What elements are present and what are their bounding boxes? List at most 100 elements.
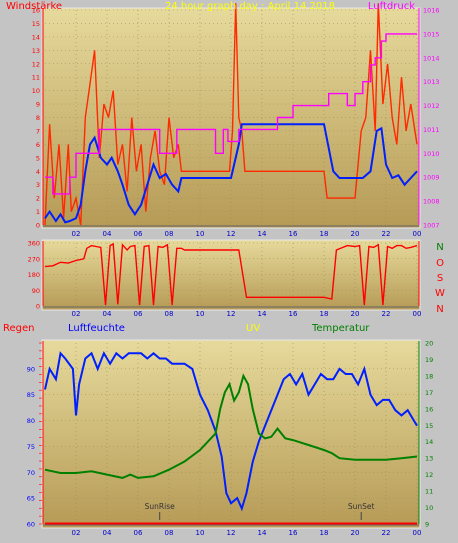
x-tick-label: 20 bbox=[351, 230, 360, 238]
chart-title: 24 hour graph day : April 14 2018 bbox=[165, 1, 335, 12]
x-tick-label: 02 bbox=[72, 230, 81, 238]
x-tick-label: 22 bbox=[382, 230, 391, 238]
compass-label: W bbox=[435, 288, 445, 299]
y-tick-left: 1 bbox=[36, 208, 40, 216]
y-tick-right: 1009 bbox=[423, 174, 440, 182]
mean-series bbox=[44, 123, 418, 224]
y-tick-left: 65 bbox=[27, 495, 35, 503]
y-tick-left: 13 bbox=[32, 47, 40, 55]
compass-label: O bbox=[436, 258, 444, 269]
y-tick-right: 20 bbox=[425, 340, 433, 348]
x-tick-label: 12 bbox=[227, 529, 236, 537]
y-tick-right: 19 bbox=[425, 356, 433, 364]
y-tick-left: 180 bbox=[28, 271, 40, 279]
y-tick-left: 3 bbox=[36, 181, 40, 189]
x-tick-label: 06 bbox=[134, 230, 143, 238]
y-tick-right: 1011 bbox=[423, 126, 440, 134]
wind-direction-series bbox=[44, 242, 418, 306]
x-tick-label: 02 bbox=[72, 529, 81, 537]
x-tick-label: 14 bbox=[258, 529, 267, 537]
y-tick-right: 1010 bbox=[423, 150, 440, 158]
y-tick-right: 9 bbox=[425, 521, 429, 529]
x-tick-label: 08 bbox=[165, 529, 174, 537]
series-label: Temperatur bbox=[311, 323, 370, 334]
x-tick-label: 10 bbox=[196, 529, 205, 537]
x-tick-label: 04 bbox=[103, 529, 112, 537]
y-tick-right: 1013 bbox=[423, 78, 440, 86]
y-tick-left: 10 bbox=[32, 87, 40, 95]
y-tick-right: 1015 bbox=[423, 30, 440, 38]
x-tick-label: 18 bbox=[320, 529, 329, 537]
y-tick-right: 18 bbox=[425, 372, 433, 380]
pressure-series bbox=[45, 33, 417, 195]
y-tick-left: 2 bbox=[36, 195, 40, 203]
luftfeuchte-series bbox=[44, 351, 418, 512]
x-tick-label: 12 bbox=[227, 230, 236, 238]
x-tick-label: 14 bbox=[258, 310, 267, 318]
x-tick-label: 16 bbox=[289, 230, 298, 238]
y-tick-left: 14 bbox=[32, 33, 40, 41]
y-tick-right: 12 bbox=[425, 471, 433, 479]
y-tick-left: 9 bbox=[36, 101, 40, 109]
y-tick-right: 14 bbox=[425, 438, 433, 446]
y-tick-left: 75 bbox=[27, 443, 35, 451]
y-tick-left: 0 bbox=[36, 303, 40, 311]
x-tick-label: 04 bbox=[103, 310, 112, 318]
x-tick-label: 00 bbox=[413, 310, 422, 318]
compass-label: S bbox=[437, 273, 443, 284]
x-tick-label: 06 bbox=[134, 310, 143, 318]
windstaerke-label: Windstärke bbox=[6, 1, 62, 12]
x-tick-label: 10 bbox=[196, 230, 205, 238]
x-tick-label: 22 bbox=[382, 529, 391, 537]
x-tick-label: 16 bbox=[289, 310, 298, 318]
series-label: UV bbox=[246, 323, 260, 334]
y-tick-left: 60 bbox=[27, 521, 35, 529]
x-tick-label: 00 bbox=[413, 230, 422, 238]
y-tick-left: 0 bbox=[36, 222, 40, 230]
y-tick-left: 80 bbox=[27, 417, 35, 425]
x-tick-label: 18 bbox=[320, 230, 329, 238]
x-tick-label: 20 bbox=[351, 310, 360, 318]
y-tick-left: 7 bbox=[36, 127, 40, 135]
y-tick-left: 90 bbox=[27, 365, 35, 373]
y-tick-left: 4 bbox=[36, 168, 40, 176]
y-tick-left: 90 bbox=[32, 287, 40, 295]
regen-label: Regen bbox=[3, 323, 35, 334]
y-tick-left: 6 bbox=[36, 141, 40, 149]
y-tick-left: 85 bbox=[27, 391, 35, 399]
series-label: Luftfeuchte bbox=[68, 323, 125, 334]
y-tick-left: 12 bbox=[32, 60, 40, 68]
sun-annotation: SunRise bbox=[145, 502, 175, 511]
x-tick-label: 08 bbox=[165, 230, 174, 238]
y-tick-left: 70 bbox=[27, 469, 35, 477]
y-tick-right: 1014 bbox=[423, 54, 440, 62]
x-tick-label: 06 bbox=[134, 529, 143, 537]
x-tick-label: 00 bbox=[413, 529, 422, 537]
y-tick-right: 1008 bbox=[423, 198, 440, 206]
luftdruck-label: Luftdruck bbox=[368, 1, 415, 12]
x-tick-label: 14 bbox=[258, 230, 267, 238]
x-tick-label: 02 bbox=[72, 310, 81, 318]
x-tick-label: 22 bbox=[382, 310, 391, 318]
x-tick-label: 18 bbox=[320, 310, 329, 318]
y-tick-right: 16 bbox=[425, 405, 433, 413]
y-tick-right: 1007 bbox=[423, 222, 440, 230]
compass-label: N bbox=[436, 304, 443, 315]
y-tick-right: 1016 bbox=[423, 7, 440, 15]
y-tick-left: 5 bbox=[36, 154, 40, 162]
y-tick-left: 11 bbox=[32, 74, 40, 82]
gust-series bbox=[44, 3, 418, 226]
x-tick-label: 20 bbox=[351, 529, 360, 537]
y-tick-left: 360 bbox=[28, 240, 40, 248]
x-tick-label: 16 bbox=[289, 529, 298, 537]
y-tick-right: 17 bbox=[425, 389, 433, 397]
x-tick-label: 12 bbox=[227, 310, 236, 318]
x-tick-label: 08 bbox=[165, 310, 174, 318]
y-tick-right: 15 bbox=[425, 422, 433, 430]
y-tick-right: 11 bbox=[425, 488, 433, 496]
y-tick-left: 8 bbox=[36, 114, 40, 122]
sun-annotation: SunSet bbox=[348, 502, 375, 511]
y-tick-right: 1012 bbox=[423, 102, 440, 110]
